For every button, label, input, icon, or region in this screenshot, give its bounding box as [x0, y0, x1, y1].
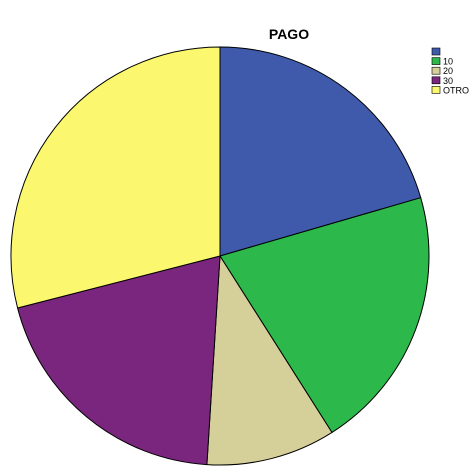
legend-swatch-blank — [431, 47, 441, 56]
legend-swatch-otro — [431, 86, 441, 94]
legend-label-20: 20 — [443, 66, 453, 76]
legend-swatch-30 — [431, 76, 441, 85]
pie-slice-blank — [219, 46, 422, 257]
legend-swatch-20 — [431, 66, 441, 75]
pie-slice-30 — [17, 255, 221, 466]
pie-slice-20 — [206, 255, 333, 466]
pie-slice-10 — [219, 197, 430, 433]
legend-label-otro: OTRO — [443, 85, 469, 95]
pie-slice-otro — [10, 46, 221, 309]
legend-label-30: 30 — [443, 76, 453, 86]
chart-title: PAGO — [269, 26, 309, 42]
pie-slices — [10, 46, 430, 466]
legend-label-10: 10 — [443, 57, 453, 67]
legend-swatch-10 — [431, 57, 441, 65]
